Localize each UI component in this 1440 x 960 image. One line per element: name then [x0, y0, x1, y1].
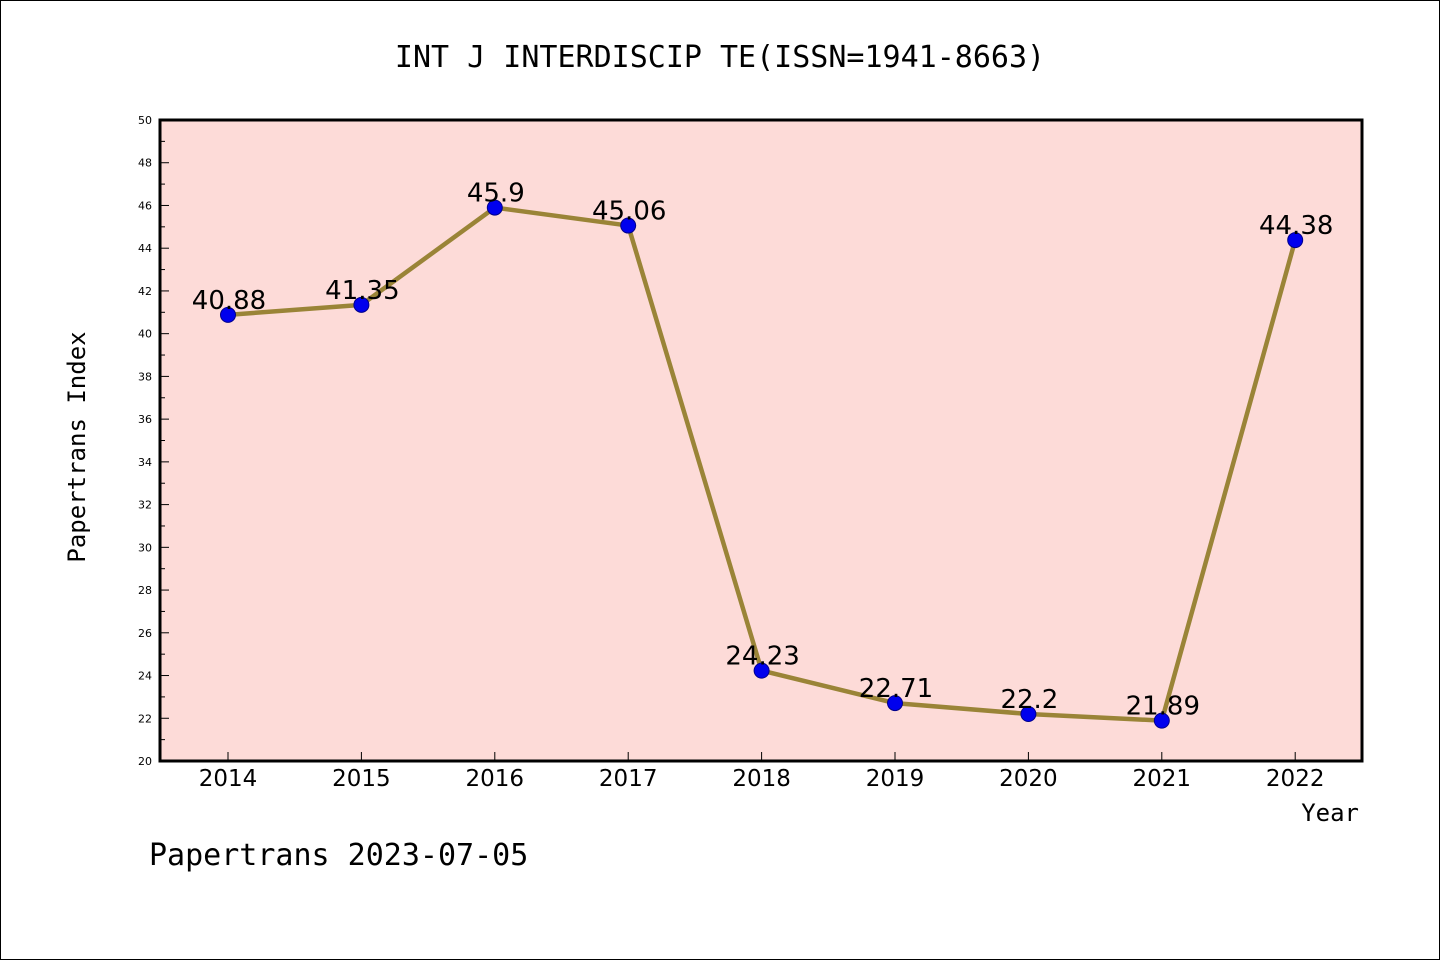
data-point-marker	[753, 662, 770, 679]
y-tick-label: 50	[138, 114, 152, 127]
y-tick-label: 40	[138, 328, 152, 341]
y-tick-label: 38	[138, 370, 152, 383]
y-tick-label: 36	[138, 413, 152, 426]
y-tick-label: 20	[138, 755, 152, 768]
y-tick-label: 42	[138, 285, 152, 298]
x-tick-label: 2017	[599, 766, 658, 792]
data-label: 40.88	[192, 286, 266, 316]
x-tick-label: 2014	[199, 766, 258, 792]
y-tick-label: 34	[138, 456, 152, 469]
x-tick-label: 2018	[732, 766, 791, 792]
data-label-group: 40.88 41.35 45.9 45.06 24.23 22.71 22.2 21.89 44…	[192, 179, 1334, 722]
y-axis: 20 22 24 26 28 30 32 34 36 38 40 42 44 46 48 50	[138, 114, 169, 768]
x-axis: 2014 2015 2016 2017 2018 2019 2020 2021 2022	[199, 752, 1325, 792]
plot-area	[158, 118, 1364, 763]
data-point-marker	[620, 217, 637, 234]
data-point-marker	[1287, 232, 1304, 249]
data-label: 24.23	[725, 642, 799, 672]
chart-title: INT J INTERDISCIP TE(ISSN=1941-8663)	[395, 40, 1045, 75]
y-axis-label: Papertrans Index	[63, 331, 91, 562]
data-label: 22.71	[859, 674, 933, 704]
y-tick-label: 24	[138, 670, 152, 683]
data-label: 22.2	[1000, 685, 1058, 715]
x-tick-label: 2020	[999, 766, 1058, 792]
data-label: 21.89	[1126, 692, 1200, 722]
y-tick-label: 32	[138, 499, 152, 512]
y-tick-label: 26	[138, 627, 152, 640]
data-label: 45.9	[467, 179, 525, 209]
data-point-marker	[1020, 705, 1037, 722]
x-tick-label: 2016	[466, 766, 525, 792]
y-tick-label: 30	[138, 541, 152, 554]
series-line-group	[220, 199, 1304, 729]
x-tick-label: 2015	[332, 766, 391, 792]
data-point-marker	[220, 306, 236, 323]
data-label: 45.06	[592, 197, 666, 227]
x-tick-label: 2022	[1266, 766, 1325, 792]
x-tick-label: 2021	[1133, 766, 1192, 792]
x-tick-label: 2019	[866, 766, 925, 792]
data-point-marker	[887, 695, 903, 712]
data-point-marker	[353, 296, 370, 313]
data-label: 41.35	[325, 276, 399, 306]
x-axis-label: Year	[1301, 799, 1359, 827]
y-tick-label: 46	[138, 199, 152, 212]
footer-date: Papertrans 2023-07-05	[149, 838, 528, 873]
data-point-marker	[486, 199, 503, 216]
data-point-marker	[1153, 712, 1170, 729]
y-tick-label: 28	[138, 584, 152, 597]
y-tick-label: 22	[138, 712, 152, 725]
y-tick-label: 44	[138, 242, 152, 255]
data-label: 44.38	[1259, 211, 1333, 241]
y-tick-label: 48	[138, 157, 152, 170]
